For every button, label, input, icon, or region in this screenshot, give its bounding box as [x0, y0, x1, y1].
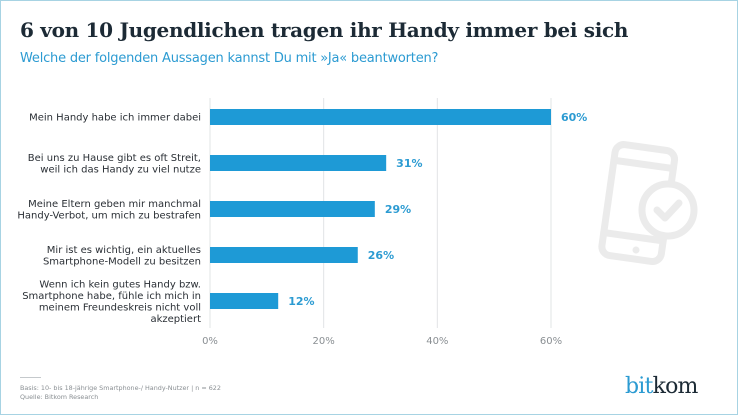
category-label-line: Meine Eltern geben mir manchmal — [28, 199, 201, 210]
bar — [210, 109, 551, 125]
logo-part-bit: bit — [625, 374, 653, 399]
x-tick-label: 20% — [313, 336, 335, 347]
category-label-line: Smartphone-Modell zu besitzen — [43, 256, 201, 267]
smartphone-check-icon — [598, 141, 698, 266]
category-label-line: akzeptiert — [150, 314, 201, 325]
value-label: 26% — [368, 249, 394, 262]
bar — [210, 293, 279, 309]
category-label-line: Mir ist es wichtig, ein aktuelles — [47, 245, 201, 256]
category-label: Mir ist es wichtig, ein aktuelles Smartph… — [43, 245, 201, 268]
x-tick-label: 0% — [202, 336, 218, 347]
bar — [210, 247, 358, 263]
category-label-line: Mein Handy habe ich immer dabei — [29, 113, 201, 124]
chart-subtitle: Welche der folgenden Aussagen kannst Du … — [20, 51, 439, 66]
category-label-line: Wenn ich kein gutes Handy bzw. — [39, 279, 201, 290]
category-label-line: Smartphone habe, fühle ich mich in — [22, 291, 201, 302]
category-label-line: meinem Freundeskreis nicht voll — [39, 302, 201, 313]
category-label-line: Bei uns zu Hause gibt es oft Streit, — [28, 153, 201, 164]
value-label: 60% — [561, 111, 587, 124]
footer-divider — [20, 377, 41, 378]
footer-source: Quelle: Bitkom Research — [20, 393, 99, 401]
value-label: 29% — [385, 203, 411, 216]
bar — [210, 155, 387, 171]
bar — [210, 201, 375, 217]
x-tick-label: 40% — [426, 336, 448, 347]
x-tick-label: 60% — [540, 336, 562, 347]
bitkom-logo: bitkom — [625, 374, 698, 399]
chart-title: 6 von 10 Jugendlichen tragen ihr Handy i… — [20, 18, 629, 42]
category-label-line: weil ich das Handy zu viel nutze — [40, 164, 201, 175]
category-label-line: Handy-Verbot, um mich zu bestrafen — [17, 210, 201, 221]
category-label: Wenn ich kein gutes Handy bzw. Smartphone… — [22, 279, 201, 325]
value-label: 12% — [288, 295, 314, 308]
value-label: 31% — [396, 157, 422, 170]
category-label: Bei uns zu Hause gibt es oft Streit, weil… — [28, 153, 201, 176]
category-label: Meine Eltern geben mir manchmal Handy-Ver… — [17, 199, 201, 222]
logo-part-kom: kom — [652, 374, 699, 399]
footer-basis: Basis: 10- bis 18-jährige Smartphone-/ H… — [20, 384, 221, 392]
category-label: Mein Handy habe ich immer dabei — [29, 113, 201, 124]
